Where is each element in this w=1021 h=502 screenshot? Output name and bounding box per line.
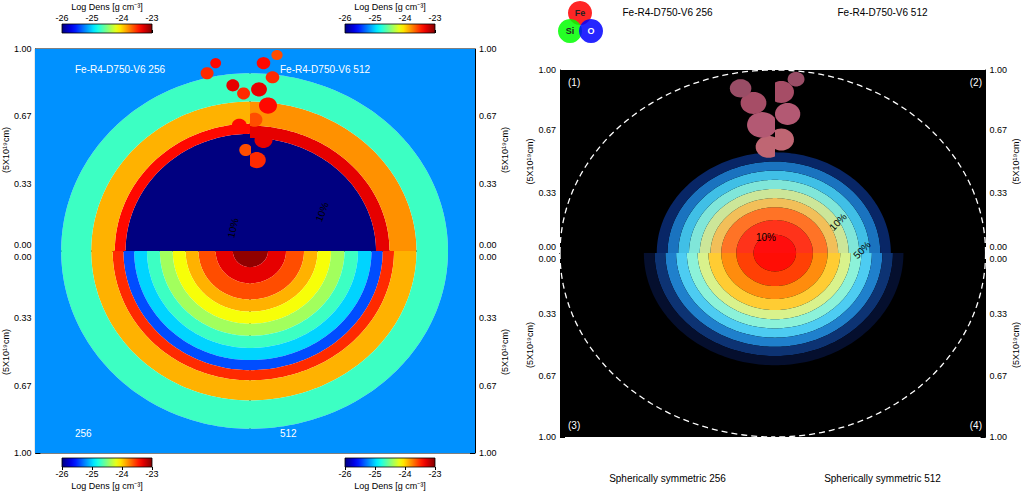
svg-text:(5X10¹⁹cm): (5X10¹⁹cm) — [1011, 322, 1021, 368]
svg-text:0.33: 0.33 — [538, 309, 556, 319]
svg-text:-24: -24 — [398, 469, 411, 479]
svg-text:Spherically symmetric 256: Spherically symmetric 256 — [609, 473, 726, 484]
svg-text:(5X10¹⁹cm): (5X10¹⁹cm) — [525, 139, 535, 185]
svg-text:0.33: 0.33 — [479, 179, 497, 189]
svg-text:Fe: Fe — [575, 8, 586, 18]
svg-text:0.67: 0.67 — [479, 111, 497, 121]
svg-text:(5X10¹⁹cm): (5X10¹⁹cm) — [1011, 139, 1021, 185]
svg-text:Log Dens [g cm⁻³]: Log Dens [g cm⁻³] — [71, 2, 143, 12]
svg-text:(5X10¹⁹cm): (5X10¹⁹cm) — [1, 329, 11, 375]
svg-text:-23: -23 — [145, 469, 158, 479]
svg-text:0.00: 0.00 — [538, 254, 556, 264]
svg-text:-24: -24 — [398, 13, 411, 23]
svg-text:50%: 50% — [851, 239, 873, 261]
svg-text:0.00: 0.00 — [538, 242, 556, 252]
svg-text:10%: 10% — [225, 217, 240, 239]
svg-text:(5X10¹⁹cm): (5X10¹⁹cm) — [525, 322, 535, 368]
svg-text:10%: 10% — [756, 232, 776, 243]
svg-text:-26: -26 — [338, 13, 351, 23]
svg-text:10%: 10% — [313, 201, 331, 224]
svg-text:0.00: 0.00 — [479, 252, 497, 262]
svg-text:512: 512 — [280, 428, 297, 439]
svg-text:(3): (3) — [568, 420, 580, 431]
svg-text:1.00: 1.00 — [990, 432, 1008, 442]
svg-text:-25: -25 — [368, 469, 381, 479]
svg-text:0.00: 0.00 — [479, 240, 497, 250]
svg-text:0.67: 0.67 — [538, 371, 556, 381]
svg-text:O: O — [587, 26, 594, 36]
svg-text:-25: -25 — [85, 13, 98, 23]
svg-text:-25: -25 — [368, 13, 381, 23]
svg-text:0.00: 0.00 — [14, 252, 32, 262]
svg-text:-26: -26 — [55, 13, 68, 23]
svg-text:Log Dens [g cm⁻³]: Log Dens [g cm⁻³] — [354, 2, 426, 12]
svg-text:-26: -26 — [338, 469, 351, 479]
svg-text:(5X10¹⁹cm): (5X10¹⁹cm) — [500, 329, 510, 375]
svg-text:Fe-R4-D750-V6 256: Fe-R4-D750-V6 256 — [75, 64, 165, 75]
svg-text:-25: -25 — [85, 469, 98, 479]
svg-text:0.33: 0.33 — [990, 309, 1008, 319]
svg-text:0.67: 0.67 — [538, 125, 556, 135]
svg-text:(5X10¹⁹cm): (5X10¹⁹cm) — [500, 127, 510, 173]
svg-text:0.00: 0.00 — [990, 254, 1008, 264]
svg-text:0.00: 0.00 — [990, 242, 1008, 252]
svg-text:0.33: 0.33 — [538, 188, 556, 198]
svg-text:0.33: 0.33 — [479, 313, 497, 323]
svg-text:Log Dens [g cm⁻³]: Log Dens [g cm⁻³] — [354, 481, 426, 491]
svg-text:-23: -23 — [428, 13, 441, 23]
svg-text:(1): (1) — [568, 77, 580, 88]
svg-text:1.00: 1.00 — [538, 432, 556, 442]
svg-text:0.67: 0.67 — [14, 381, 32, 391]
svg-text:1.00: 1.00 — [479, 448, 497, 458]
svg-text:256: 256 — [75, 428, 92, 439]
svg-text:Log Dens [g cm⁻³]: Log Dens [g cm⁻³] — [71, 481, 143, 491]
svg-text:(5X10¹⁹cm): (5X10¹⁹cm) — [1, 127, 11, 173]
svg-text:Si: Si — [566, 26, 575, 36]
svg-text:0.33: 0.33 — [14, 179, 32, 189]
svg-text:1.00: 1.00 — [479, 44, 497, 54]
svg-text:1.00: 1.00 — [990, 65, 1008, 75]
svg-text:Spherically symmetric 512: Spherically symmetric 512 — [824, 473, 941, 484]
svg-text:1.00: 1.00 — [538, 65, 556, 75]
svg-text:-23: -23 — [428, 469, 441, 479]
svg-text:0.00: 0.00 — [14, 240, 32, 250]
svg-text:0.67: 0.67 — [990, 125, 1008, 135]
svg-text:0.33: 0.33 — [14, 313, 32, 323]
svg-text:Fe-R4-D750-V6 512: Fe-R4-D750-V6 512 — [280, 64, 370, 75]
svg-text:10%: 10% — [827, 211, 849, 233]
svg-text:-24: -24 — [115, 469, 128, 479]
svg-text:0.67: 0.67 — [479, 381, 497, 391]
svg-text:1.00: 1.00 — [14, 44, 32, 54]
svg-text:Fe-R4-D750-V6 256: Fe-R4-D750-V6 256 — [622, 7, 712, 18]
svg-text:(2): (2) — [970, 77, 982, 88]
svg-text:0.33: 0.33 — [990, 188, 1008, 198]
svg-text:-24: -24 — [115, 13, 128, 23]
svg-text:Fe-R4-D750-V6 512: Fe-R4-D750-V6 512 — [837, 7, 927, 18]
svg-text:0.67: 0.67 — [990, 371, 1008, 381]
svg-text:1.00: 1.00 — [14, 448, 32, 458]
svg-text:0.67: 0.67 — [14, 111, 32, 121]
svg-text:-26: -26 — [55, 469, 68, 479]
svg-text:(4): (4) — [970, 420, 982, 431]
svg-text:-23: -23 — [145, 13, 158, 23]
